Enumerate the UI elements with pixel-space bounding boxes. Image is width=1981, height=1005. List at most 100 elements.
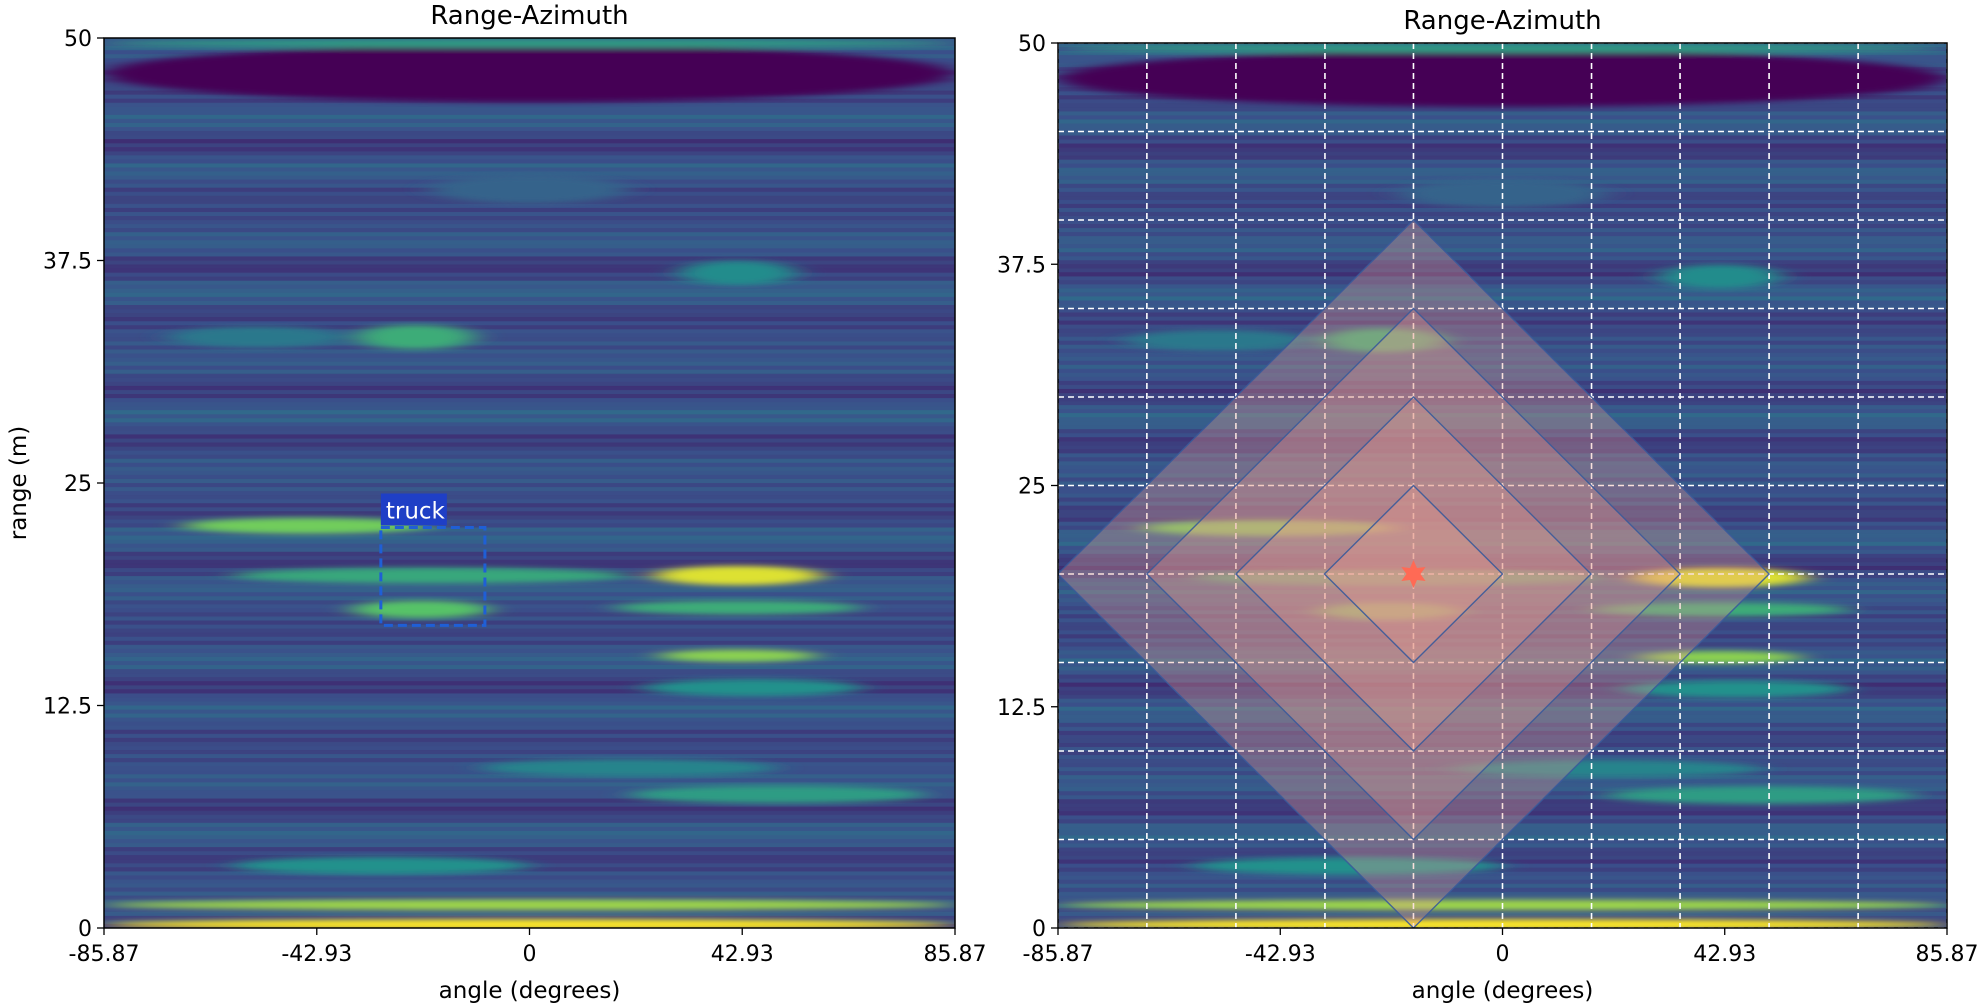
heatmap-band: [104, 272, 955, 278]
heatmap-feature: [351, 600, 490, 619]
heatmap-band: [1058, 159, 1947, 165]
heatmap-band: [104, 648, 955, 654]
heatmap-band: [1058, 328, 1947, 334]
heatmap-band: [1058, 726, 1947, 732]
x-tick-label: -85.87: [69, 942, 140, 967]
heatmap-band: [104, 155, 955, 160]
heatmap-band: [104, 414, 955, 419]
heatmap-band: [104, 159, 955, 165]
heatmap-band: [104, 559, 955, 565]
heatmap-band: [104, 211, 955, 217]
heatmap-band: [1058, 839, 1947, 845]
heatmap-band: [104, 236, 955, 241]
heatmap-band: [104, 782, 955, 788]
heatmap-band: [104, 345, 955, 351]
heatmap-feature: [658, 649, 817, 662]
heatmap-band: [1058, 630, 1947, 635]
heatmap-band: [104, 847, 955, 852]
heatmap-band: [104, 883, 955, 889]
heatmap-band: [104, 248, 955, 254]
heatmap-band: [104, 252, 955, 258]
heatmap-band: [104, 608, 955, 614]
heatmap-band: [104, 729, 955, 735]
heatmap-feature: [653, 565, 822, 586]
heatmap-band: [104, 122, 955, 128]
heatmap-band: [104, 329, 955, 334]
y-tick-label: 37.5: [997, 253, 1046, 278]
heatmap-band: [104, 709, 955, 715]
heatmap-band: [104, 118, 955, 124]
heatmap-feature: [1637, 650, 1803, 664]
heatmap-band: [1058, 280, 1947, 285]
y-tick-label: 0: [78, 917, 92, 942]
heatmap-band: [104, 284, 955, 290]
right-panel: Range-Azimuth -85.87 -42.93 0 42.93 85.87 0 1…: [997, 6, 1978, 1004]
heatmap-band: [1058, 859, 1947, 865]
x-tick-label: 0: [1496, 942, 1510, 967]
heatmap-band: [104, 114, 955, 120]
right-y-ticks: 0 12.5 25 37.5 50: [997, 32, 1058, 942]
heatmap-feature: [430, 175, 629, 204]
truck-label-background: [380, 493, 447, 526]
heatmap-band: [104, 135, 955, 140]
heatmap-band: [104, 604, 955, 610]
heatmap-band: [104, 875, 955, 881]
heatmap-band: [1058, 429, 1947, 434]
heatmap-band: [104, 826, 955, 832]
heatmap-band: [104, 669, 955, 674]
y-tick-label: 50: [64, 27, 92, 52]
heatmap-band: [1058, 658, 1947, 664]
heatmap-band: [104, 446, 955, 452]
heatmap-band: [104, 474, 955, 480]
heatmap-band: [104, 349, 955, 355]
heatmap-band: [104, 786, 955, 792]
heatmap-band: [104, 357, 955, 363]
heatmap-band: [104, 288, 955, 294]
heatmap-band: [1058, 807, 1947, 812]
heatmap-band: [104, 244, 955, 249]
heatmap-band: [1058, 557, 1947, 563]
heatmap-band: [104, 810, 955, 816]
heatmap-band: [104, 268, 955, 274]
y-tick-label: 50: [1018, 32, 1046, 57]
heatmap-band: [1058, 847, 1947, 853]
heatmap-band: [1058, 127, 1947, 133]
x-tick-label: -42.93: [281, 942, 352, 967]
heatmap-band: [104, 612, 955, 618]
heatmap-band: [104, 600, 955, 605]
heatmap-band: [1058, 827, 1947, 833]
truck-bounding-box: [379, 526, 487, 627]
heatmap-band: [104, 596, 955, 601]
heatmap-band: [104, 794, 955, 800]
heatmap-band: [104, 547, 955, 553]
left-x-ticks: -85.87 -42.93 0 42.93 85.87: [69, 928, 986, 967]
heatmap-band: [1058, 867, 1947, 873]
heatmap-band: [1058, 887, 1947, 893]
heatmap-band: [1058, 340, 1947, 346]
heatmap-band: [104, 203, 955, 209]
heatmap-feature: [182, 517, 431, 534]
heatmap-band: [1058, 469, 1947, 475]
heatmap-band: [104, 131, 955, 136]
heatmap-band: [104, 855, 955, 860]
heatmap-feature: [104, 38, 955, 48]
heatmap-band: [104, 300, 955, 306]
heatmap-band: [104, 843, 955, 848]
heatmap-band: [104, 292, 955, 298]
left-y-axis-label: range (m): [6, 426, 32, 541]
heatmap-band: [104, 774, 955, 779]
heatmap-band: [104, 616, 955, 622]
left-annotations: truck: [379, 493, 487, 627]
heatmap-feature: [1124, 329, 1311, 351]
heatmap-band: [104, 851, 955, 856]
heatmap-band: [104, 337, 955, 343]
heatmap-band: [104, 636, 955, 642]
heatmap-band: [1058, 409, 1947, 414]
heatmap-band: [104, 410, 955, 415]
heatmap-band: [104, 434, 955, 440]
heatmap-band: [104, 863, 955, 868]
heatmap-band: [1058, 240, 1947, 245]
right-x-axis-label: angle (degrees): [1412, 978, 1594, 1004]
heatmap-band: [1058, 139, 1947, 145]
